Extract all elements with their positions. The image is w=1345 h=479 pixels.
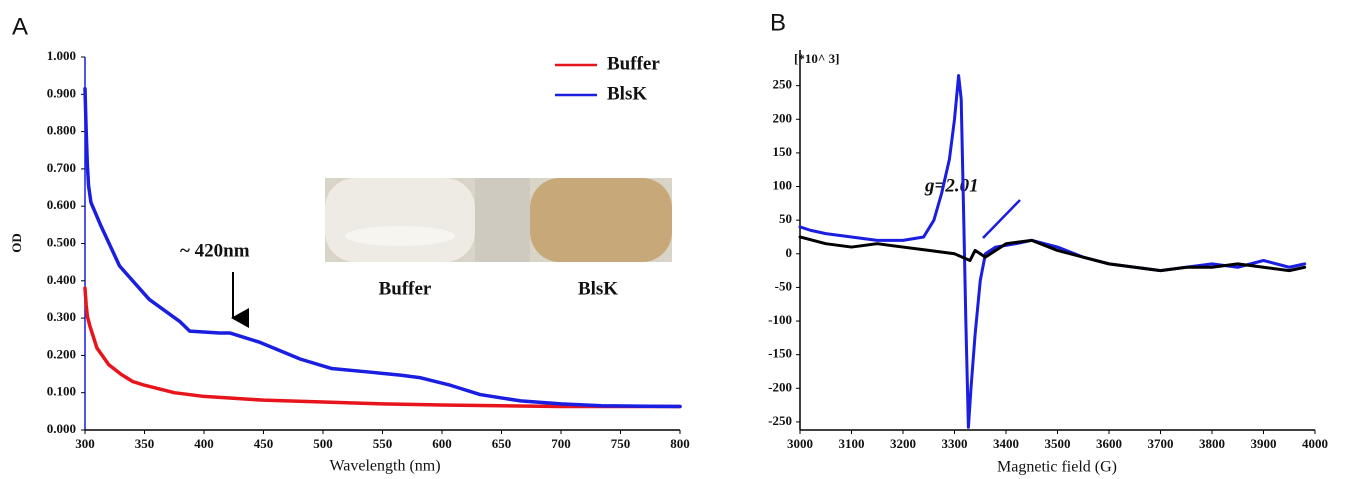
y-tick-label: 0.000 <box>47 421 76 436</box>
data-line <box>798 74 1307 429</box>
x-tick-label: 650 <box>492 436 512 451</box>
inset-label: Buffer <box>379 278 432 299</box>
x-axis-label: Wavelength (nm) <box>329 458 440 475</box>
y-tick-label: -150 <box>768 346 792 361</box>
y-tick-label: 150 <box>773 144 793 159</box>
x-tick-label: 500 <box>313 436 333 451</box>
x-tick-label: 600 <box>432 436 452 451</box>
x-tick-label: 550 <box>373 436 393 451</box>
x-tick-label: 3900 <box>1251 436 1277 451</box>
y-tick-label: 0 <box>786 245 793 260</box>
x-tick-label: 3100 <box>839 436 865 451</box>
y-tick-label: 100 <box>773 178 793 193</box>
x-tick-label: 3500 <box>1045 436 1071 451</box>
y-tick-label: 0.200 <box>47 346 76 361</box>
data-line <box>798 235 1307 273</box>
panel-label: A <box>12 13 28 40</box>
y-tick-label: 0.800 <box>47 123 76 138</box>
x-tick-label: 3800 <box>1199 436 1225 451</box>
y-tick-label: -250 <box>768 413 792 428</box>
data-line <box>83 286 682 409</box>
annotation: g=2.01 <box>924 175 979 196</box>
y-unit-label: [*10^ 3] <box>794 51 839 66</box>
x-tick-label: 400 <box>194 436 214 451</box>
y-tick-label: 200 <box>773 110 793 125</box>
y-tick-label: -50 <box>775 278 792 293</box>
y-tick-label: -200 <box>768 379 792 394</box>
x-tick-label: 3200 <box>890 436 916 451</box>
x-tick-label: 3600 <box>1096 436 1122 451</box>
y-axis-label: OD <box>9 233 24 253</box>
legend-label: Buffer <box>607 53 660 74</box>
y-tick-label: -100 <box>768 312 792 327</box>
y-tick-label: 0.400 <box>47 272 76 287</box>
x-tick-label: 4000 <box>1302 436 1328 451</box>
x-tick-label: 700 <box>551 436 571 451</box>
y-tick-label: 0.700 <box>47 160 76 175</box>
y-tick-label: 1.000 <box>47 48 76 63</box>
y-tick-label: 0.500 <box>47 234 76 249</box>
y-tick-label: 250 <box>773 77 793 92</box>
x-tick-label: 3300 <box>942 436 968 451</box>
panel-label: B <box>770 9 786 36</box>
y-tick-label: 0.100 <box>47 384 76 399</box>
x-tick-label: 450 <box>254 436 274 451</box>
y-tick-label: 0.300 <box>47 309 76 324</box>
data-line <box>83 86 682 409</box>
annotation-arrow <box>982 199 1021 239</box>
x-tick-label: 750 <box>611 436 631 451</box>
x-tick-label: 3700 <box>1148 436 1174 451</box>
x-tick-label: 800 <box>670 436 690 451</box>
legend-label: BlsK <box>607 83 647 104</box>
x-tick-label: 300 <box>75 436 95 451</box>
y-tick-label: 0.600 <box>47 197 76 212</box>
x-axis-label: Magnetic field (G) <box>997 459 1117 476</box>
inset-photo <box>325 178 672 262</box>
y-tick-label: 50 <box>779 211 792 226</box>
inset-label: BlsK <box>578 278 618 299</box>
x-tick-label: 3000 <box>787 436 813 451</box>
x-tick-label: 350 <box>135 436 155 451</box>
annotation: ~ 420nm <box>180 240 250 261</box>
x-tick-label: 3400 <box>993 436 1019 451</box>
y-tick-label: 0.900 <box>47 85 76 100</box>
